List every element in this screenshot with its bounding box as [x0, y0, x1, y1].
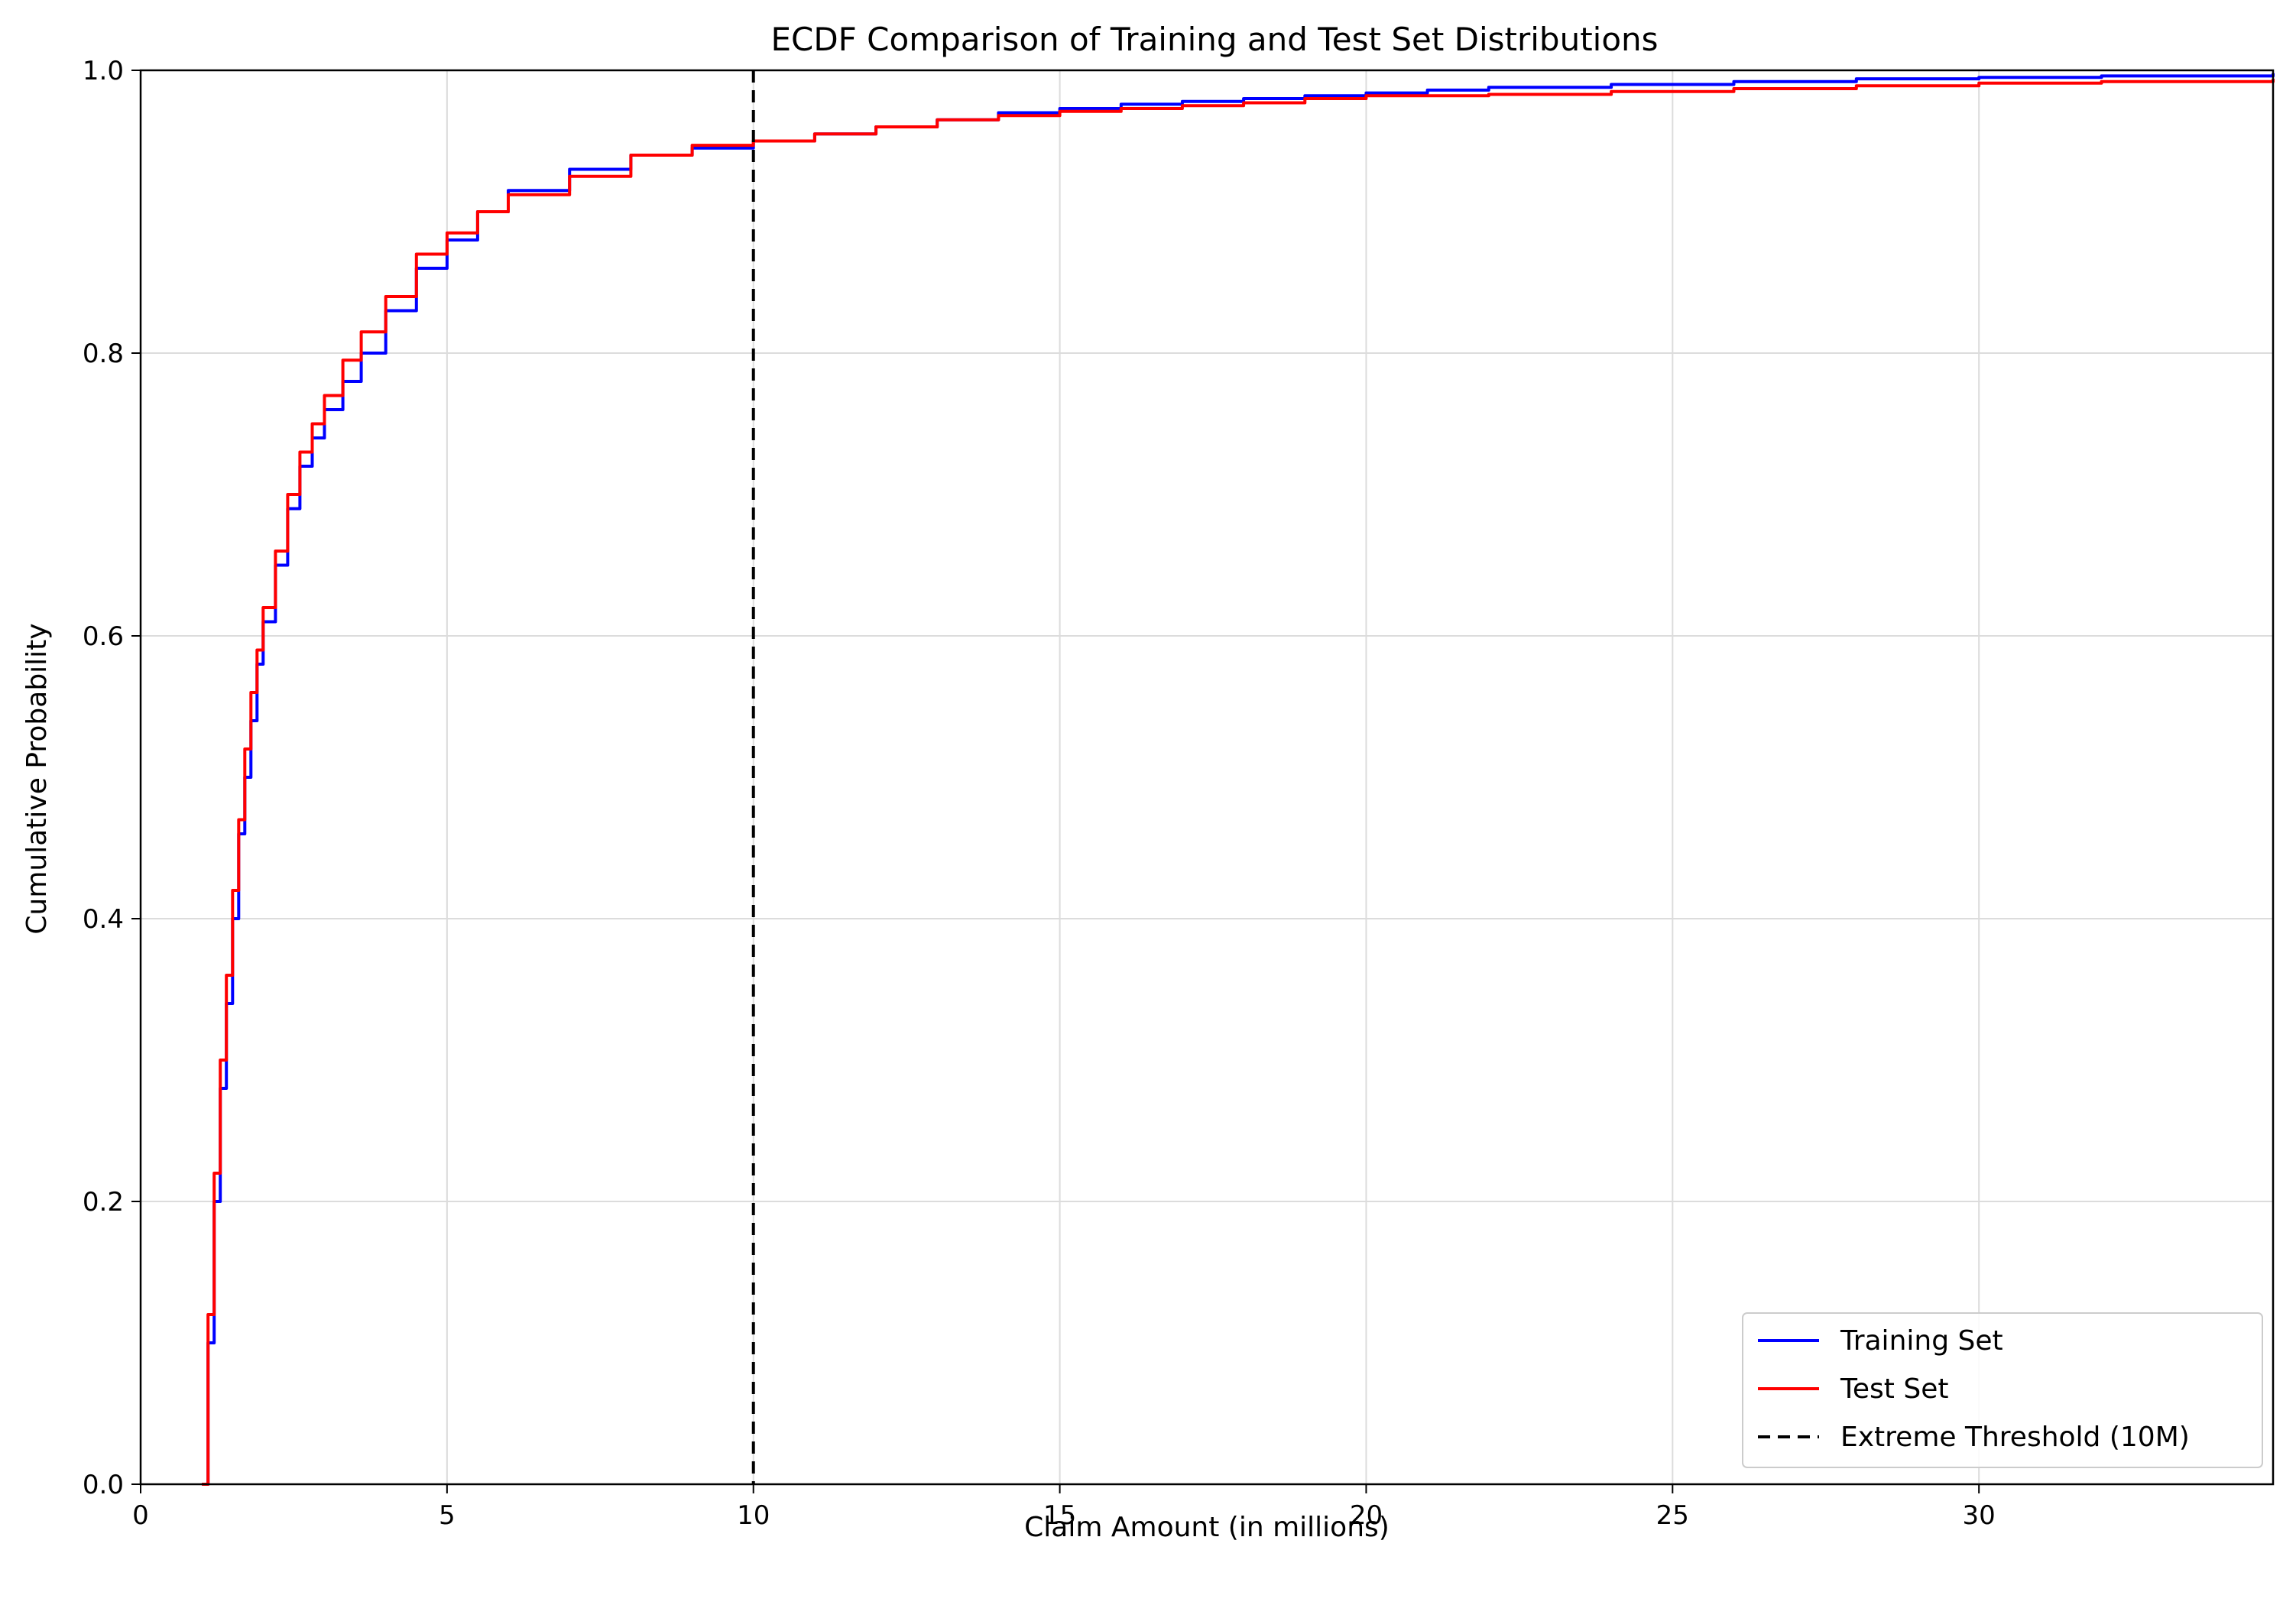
- y-tick-label: 0.6: [83, 621, 124, 652]
- y-tick-label: 0.4: [83, 904, 124, 935]
- training-set-line: [202, 73, 2275, 1486]
- x-tick-label: 25: [1656, 1500, 1689, 1531]
- x-tick-label: 30: [1963, 1500, 1996, 1531]
- test-set-line: [202, 79, 2275, 1486]
- x-tick-label: 15: [1043, 1500, 1076, 1531]
- y-axis-label: Cumulative Probability: [21, 623, 53, 934]
- y-tick-label: 0.8: [83, 339, 124, 369]
- y-axis-ticks: 0.0 0.2 0.4 0.6 0.8 1.0: [83, 56, 141, 1500]
- plot-frame: [139, 69, 2275, 1486]
- legend: Training Set Test Set Extreme Threshold (1…: [1742, 1312, 2263, 1468]
- legend-label: Training Set: [1840, 1325, 2003, 1357]
- series-layer: [202, 73, 2275, 1486]
- x-tick-label: 0: [132, 1500, 149, 1531]
- legend-extreme-threshold: Extreme Threshold (10M): [1758, 1422, 2190, 1453]
- y-tick-label: 1.0: [83, 56, 124, 86]
- legend-test-set: Test Set: [1758, 1373, 1948, 1405]
- x-tick-label: 20: [1350, 1500, 1383, 1531]
- legend-entries: Training Set Test Set Extreme Threshold (1…: [1758, 1325, 2190, 1453]
- y-tick-label: 0.0: [83, 1470, 124, 1500]
- x-tick-label: 5: [439, 1500, 456, 1531]
- legend-label: Extreme Threshold (10M): [1840, 1422, 2190, 1453]
- y-tick-label: 0.2: [83, 1187, 124, 1218]
- x-tick-label: 10: [737, 1500, 770, 1531]
- chart-title: ECDF Comparison of Training and Test Set…: [770, 21, 1658, 58]
- legend-training-set: Training Set: [1758, 1325, 2003, 1357]
- legend-label: Test Set: [1840, 1373, 1948, 1405]
- legend-box: [1742, 1312, 2263, 1468]
- x-axis-label: Claim Amount (in millions): [1024, 1512, 1390, 1543]
- x-axis-ticks: 0 5 10 15 20 25 30: [132, 1484, 1996, 1531]
